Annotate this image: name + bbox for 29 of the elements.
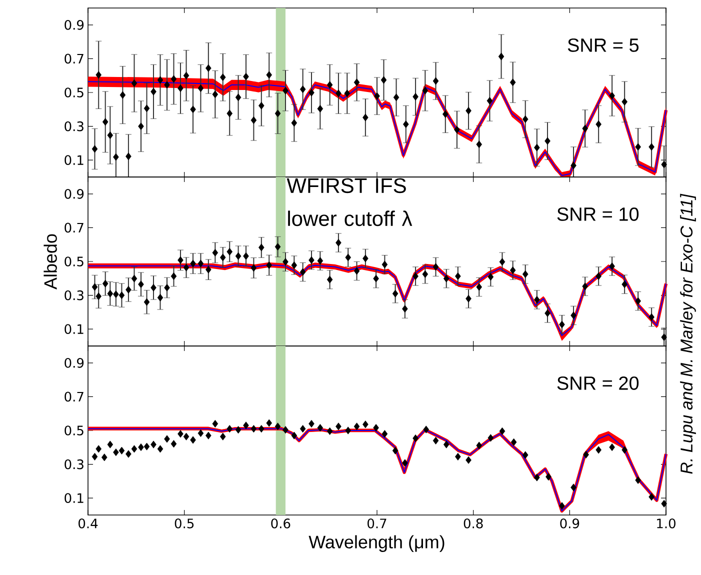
y-tick-label: 0.5 bbox=[64, 426, 84, 436]
y-tick-label: 0.7 bbox=[64, 54, 84, 64]
y-tick-label: 0.5 bbox=[64, 256, 84, 266]
y-tick-label: 0.9 bbox=[64, 358, 84, 368]
text: R. Lupu and M. Marley for Exo-C [11] bbox=[680, 194, 696, 474]
y-axis-title: Albedo bbox=[44, 234, 57, 290]
x-tick-label: 0.6 bbox=[271, 518, 290, 528]
y-tick-label: 0.1 bbox=[64, 324, 84, 334]
annotation: WFIRST IFS lower cutoff λ bbox=[286, 178, 412, 226]
y-tick-label: 0.1 bbox=[64, 155, 84, 166]
annotation: SNR = 10 bbox=[557, 207, 639, 221]
x-tick-label: 1.0 bbox=[657, 518, 676, 528]
x-tick-label: 0.7 bbox=[368, 518, 386, 528]
y-tick-label: 0.3 bbox=[64, 121, 84, 132]
y-tick-label: 0.3 bbox=[64, 290, 84, 300]
x-tick-label: 0.9 bbox=[560, 518, 580, 528]
x-tick-label: 0.8 bbox=[464, 518, 483, 528]
annotation: SNR = 5 bbox=[568, 38, 639, 52]
y-tick-label: 0.9 bbox=[64, 188, 84, 199]
x-tick-label: 0.4 bbox=[78, 518, 98, 528]
x-tick-label: 0.5 bbox=[174, 518, 194, 528]
y-tick-label: 0.1 bbox=[64, 493, 84, 504]
y-tick-label: 0.7 bbox=[64, 392, 84, 402]
y-tick-label: 0.3 bbox=[64, 459, 84, 470]
y-tick-label: 0.5 bbox=[64, 88, 84, 98]
x-axis-title: Wavelength (μm) bbox=[308, 535, 444, 552]
y-tick-label: 0.9 bbox=[64, 20, 84, 30]
y-tick-label: 0.7 bbox=[64, 222, 84, 233]
annotation: SNR = 20 bbox=[557, 376, 639, 390]
